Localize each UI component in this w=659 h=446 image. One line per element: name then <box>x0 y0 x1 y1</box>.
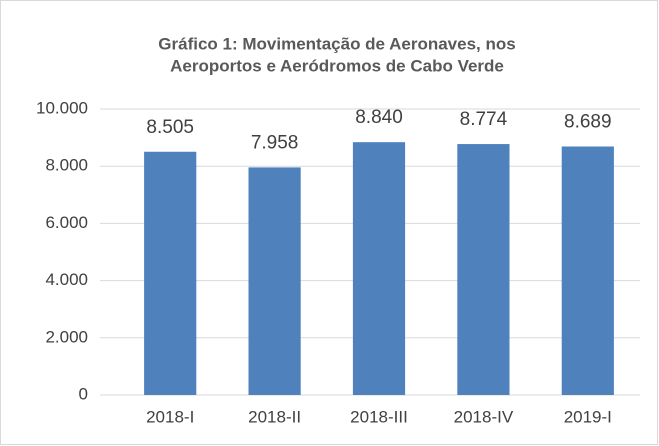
y-tick-label: 0 <box>79 384 88 403</box>
x-tick-label: 2019-I <box>564 407 612 426</box>
chart-title: Aeroportos e Aeródromos de Cabo Verde <box>170 56 504 75</box>
x-tick-label: 2018-I <box>146 407 194 426</box>
value-label: 8.840 <box>355 107 403 128</box>
y-tick-label: 10.000 <box>36 98 88 117</box>
value-label: 7.958 <box>251 132 299 153</box>
value-label: 8.774 <box>460 109 508 130</box>
x-tick-label: 2018-III <box>350 407 408 426</box>
bar <box>457 144 510 395</box>
y-tick-label: 2.000 <box>45 327 88 346</box>
bar <box>248 167 301 395</box>
chart-title: Gráfico 1: Movimentação de Aeronaves, no… <box>158 34 515 53</box>
x-tick-label: 2018-II <box>248 407 301 426</box>
value-label: 8.505 <box>146 117 194 138</box>
bar <box>561 146 614 395</box>
bar <box>144 151 197 395</box>
value-label: 8.689 <box>564 112 612 133</box>
y-tick-label: 4.000 <box>45 270 88 289</box>
y-tick-label: 6.000 <box>45 213 88 232</box>
x-tick-label: 2018-IV <box>454 407 514 426</box>
bar <box>352 142 406 395</box>
y-tick-label: 8.000 <box>45 156 88 175</box>
